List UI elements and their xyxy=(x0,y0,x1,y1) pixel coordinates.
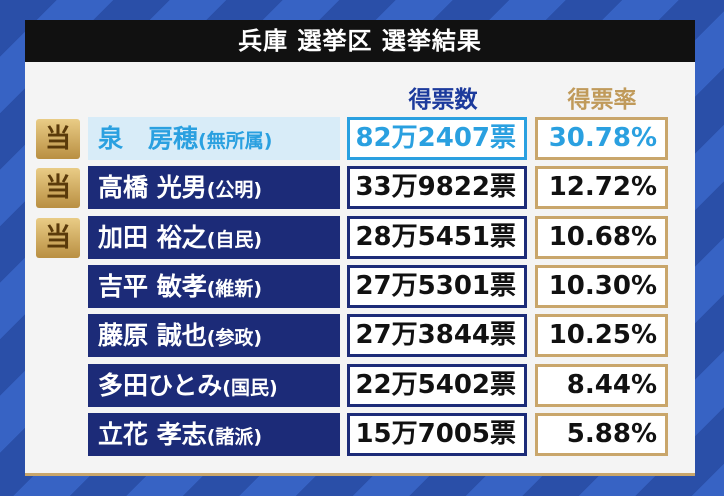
column-header: 得票数 xyxy=(408,87,478,113)
candidate-name: 藤原 誠也 xyxy=(98,321,207,351)
candidate-name: 立花 孝志 xyxy=(98,419,207,449)
candidate-name-cell: 高橋 光男(公明) xyxy=(88,166,340,210)
title-bar: 兵庫 選挙区 選挙結果 xyxy=(25,20,695,62)
candidate-name: 吉平 敏孝 xyxy=(98,271,207,301)
vote-share: 12.72% xyxy=(535,166,668,210)
vote-count: 15万7005票 xyxy=(347,412,527,456)
vote-share: 10.30% xyxy=(535,264,668,308)
column-header: 得票率 xyxy=(567,87,637,113)
elected-badge: 当 xyxy=(36,119,80,159)
vote-share: 5.88% xyxy=(535,412,668,456)
candidate-name-cell: 泉 房穂(無所属) xyxy=(88,117,340,160)
candidate-name-cell: 立花 孝志(諸派) xyxy=(88,412,340,456)
party: (参政) xyxy=(206,327,263,350)
vote-count: 27万5301票 xyxy=(347,264,527,308)
party: (公明) xyxy=(206,179,263,202)
candidate-name: 加田 裕之 xyxy=(98,222,207,252)
vote-count: 27万3844票 xyxy=(347,314,527,358)
candidate-name-cell: 吉平 敏孝(維新) xyxy=(88,264,340,308)
party: (自民) xyxy=(206,228,263,251)
party: (国民) xyxy=(222,376,278,399)
vote-count: 22万5402票 xyxy=(347,363,527,407)
vote-share: 8.44% xyxy=(535,363,668,407)
candidate-name: 泉 房穂 xyxy=(98,124,199,153)
candidate-name-cell: 多田ひとみ(国民) xyxy=(88,363,340,407)
candidate-name: 多田ひとみ xyxy=(98,370,223,400)
party: (無所属) xyxy=(198,130,273,152)
party: (諸派) xyxy=(206,425,263,448)
vote-share: 10.25% xyxy=(535,314,668,358)
candidate-name-cell: 藤原 誠也(参政) xyxy=(88,314,340,358)
candidate-name-cell: 加田 裕之(自民) xyxy=(88,215,340,259)
party: (維新) xyxy=(206,277,263,300)
candidate-name: 高橋 光男 xyxy=(98,173,207,203)
vote-count: 33万9822票 xyxy=(347,166,527,210)
elected-badge: 当 xyxy=(36,217,80,258)
vote-share: 10.68% xyxy=(535,215,668,259)
elected-badge: 当 xyxy=(36,168,80,209)
vote-count: 82万2407票 xyxy=(347,117,527,160)
vote-share: 30.78% xyxy=(535,117,668,160)
vote-count: 28万5451票 xyxy=(347,215,527,259)
